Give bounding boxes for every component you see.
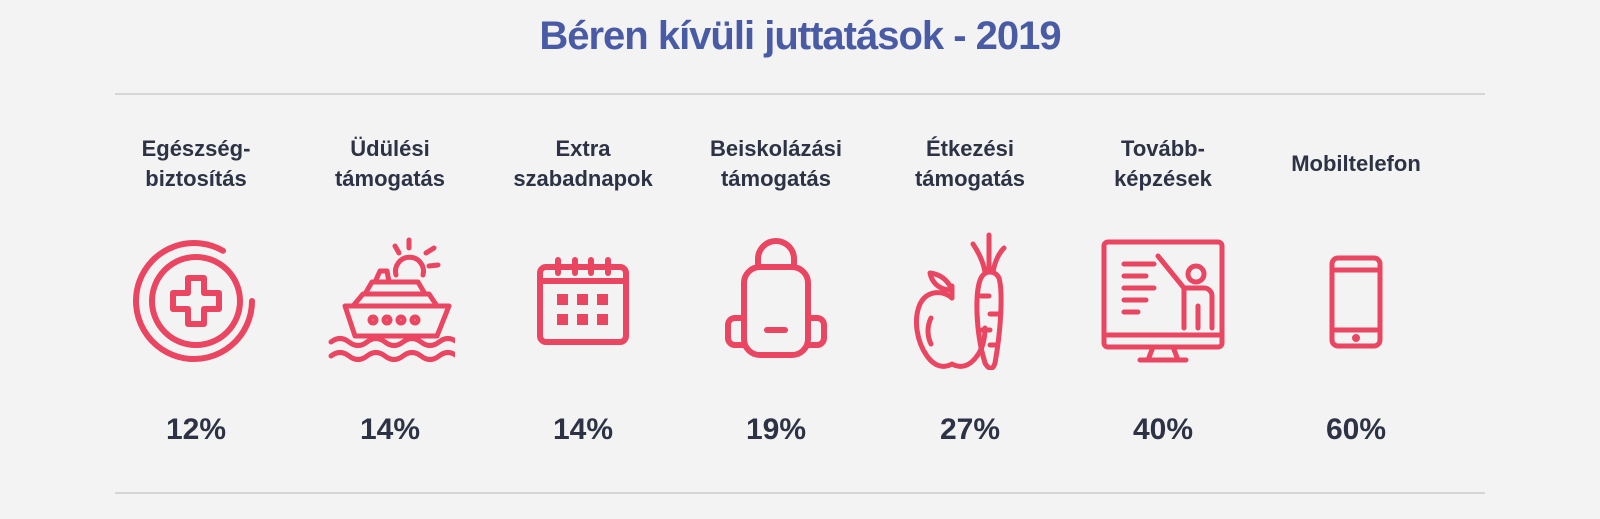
benefit-extra-days-off: Extra szabadnapok 14% [493,0,673,519]
benefit-label: Tovább- képzések [1114,136,1212,191]
benefit-mobile-phone: Mobiltelefon 60% [1266,0,1446,519]
benefit-label: Étkezési támogatás [914,136,1026,191]
medical-cross-icon [131,230,261,370]
benefit-label: Mobiltelefon [1291,151,1421,176]
benefit-percentage: 27% [939,413,1001,446]
mobile-phone-icon [1291,230,1421,370]
top-divider [115,93,1485,95]
benefit-meal-allowance: Étkezési támogatás 27% [880,0,1060,519]
benefit-label: Beiskolázási támogatás [709,136,843,191]
benefit-percentage: 19% [745,413,807,446]
apple-carrot-icon [905,230,1035,370]
benefit-holiday-support: Üdülési támogatás 14% [300,0,480,519]
bottom-divider [115,492,1485,494]
benefit-label: Egészség- biztosítás [141,136,251,191]
backpack-icon [711,230,841,370]
benefit-health-insurance: Egészség- biztosítás 12% [106,0,286,519]
benefit-school-support: Beiskolázási támogatás 19% [686,0,866,519]
presentation-screen-icon [1098,230,1228,370]
calendar-icon [518,230,648,370]
cruise-ship-icon [325,230,455,370]
page-title: Béren kívüli juttatások - 2019 [539,14,1061,58]
benefit-percentage: 12% [165,413,227,446]
benefit-label: Üdülési támogatás [334,136,446,191]
benefit-percentage: 40% [1132,413,1194,446]
benefit-percentage: 14% [359,413,421,446]
benefit-percentage: 14% [552,413,614,446]
benefit-label: Extra szabadnapok [513,136,653,191]
benefit-percentage: 60% [1325,413,1387,446]
benefit-further-training: Tovább- képzések 40% [1073,0,1253,519]
